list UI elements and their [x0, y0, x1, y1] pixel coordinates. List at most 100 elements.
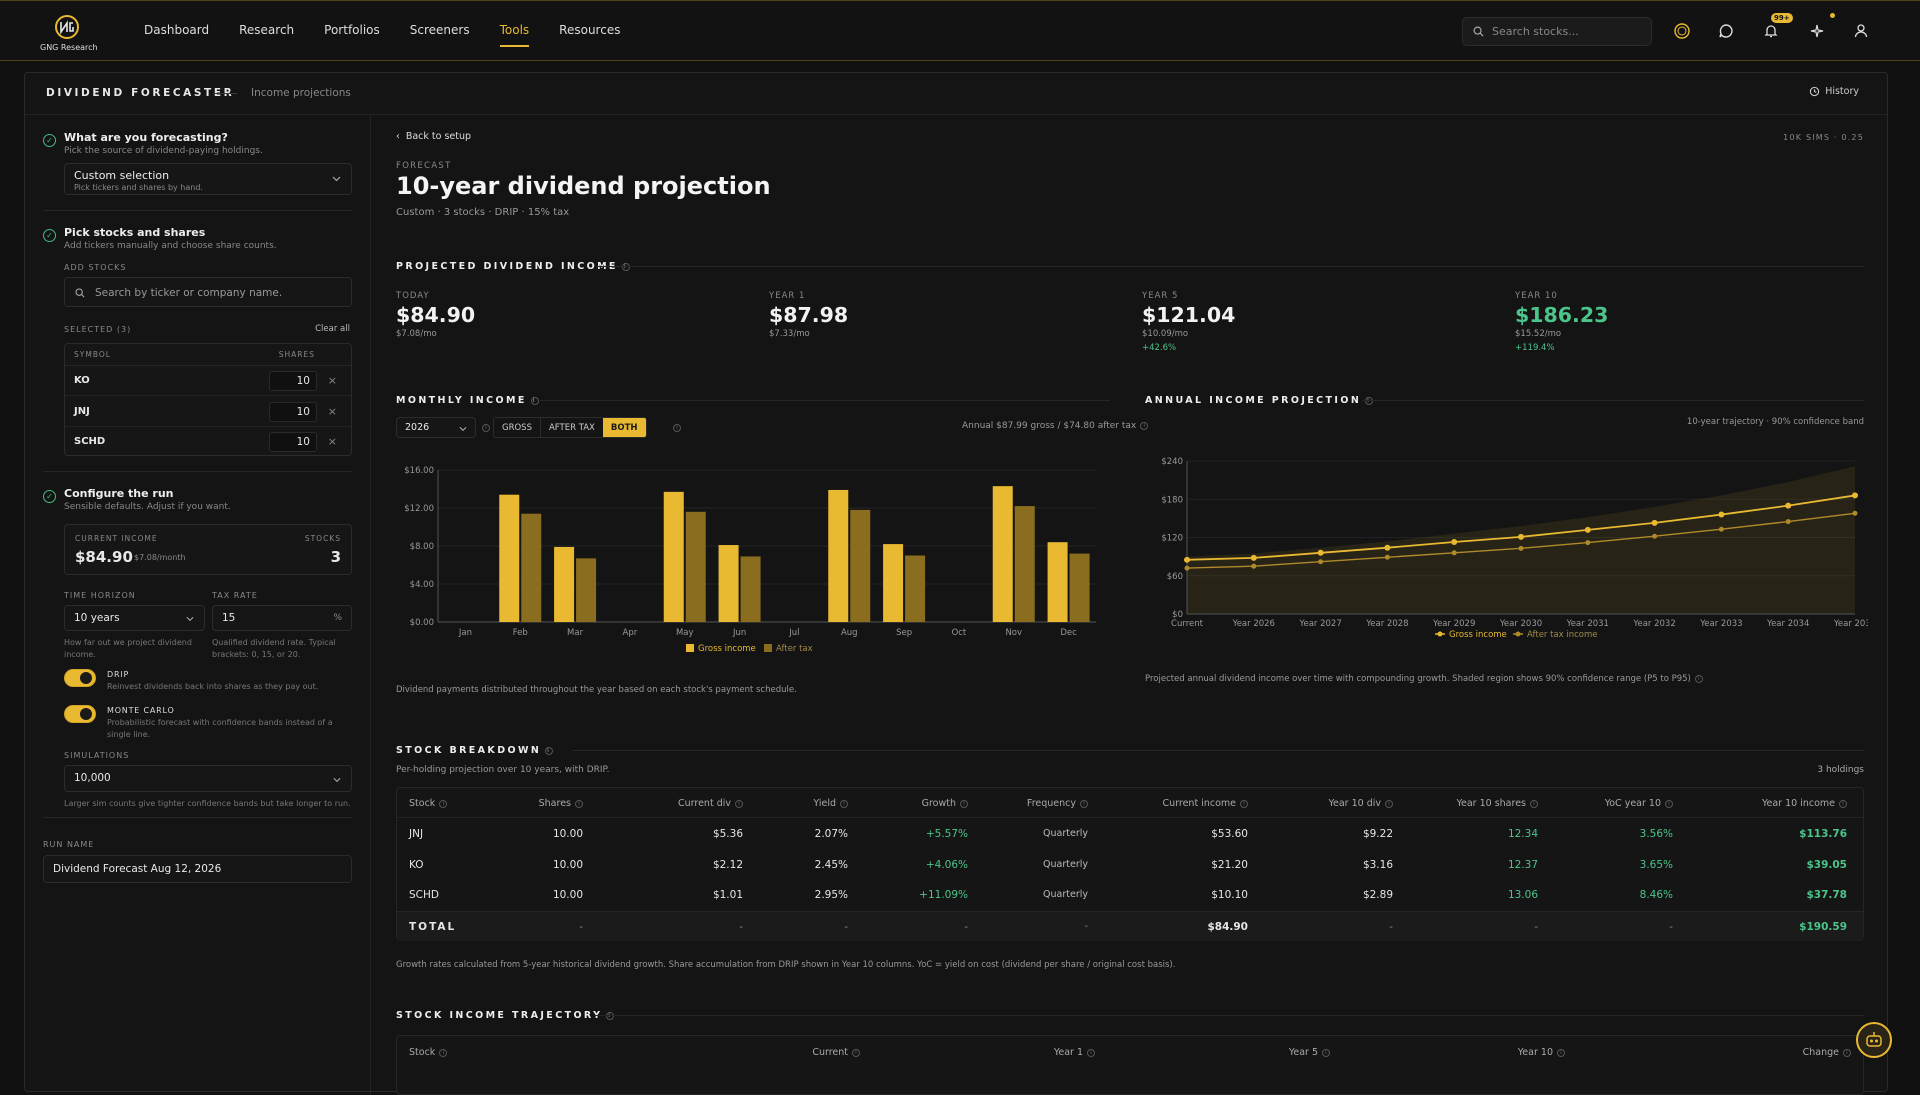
table-cell: - — [739, 920, 743, 933]
table-cell: 13.06 — [1507, 889, 1538, 901]
data-point — [1651, 519, 1658, 526]
after-tax-tab[interactable]: AFTER TAX — [539, 418, 603, 437]
shares-input[interactable]: 10 — [269, 402, 317, 422]
drip-toggle[interactable] — [64, 669, 96, 687]
table-cell: - — [1389, 920, 1393, 933]
table-cell: - — [844, 920, 848, 933]
column-header[interactable]: Year 10 shares i — [1456, 798, 1538, 809]
shares-input[interactable]: 10 — [269, 432, 317, 452]
table-cell: 12.37 — [1507, 858, 1538, 871]
source-select[interactable]: Custom selection Pick tickers and shares… — [64, 163, 352, 195]
bar-gross — [718, 545, 739, 622]
column-header[interactable]: Year 10 div i — [1328, 798, 1393, 809]
column-header[interactable]: Frequency i — [1027, 798, 1088, 809]
column-header[interactable]: Current i — [812, 1047, 860, 1058]
chat-icon[interactable] — [1717, 22, 1735, 40]
divider — [43, 210, 352, 211]
column-header[interactable]: Stock i — [409, 798, 448, 809]
column-header[interactable]: Yield i — [813, 798, 848, 809]
user-icon[interactable] — [1852, 22, 1870, 40]
time-horizon-select[interactable]: 10 years — [64, 605, 205, 631]
nav-research[interactable]: Research — [239, 23, 295, 37]
top-nav: GNG Research Dashboard Research Portfoli… — [0, 0, 1920, 61]
clear-all-button[interactable]: Clear all — [315, 324, 350, 334]
data-point — [1184, 565, 1190, 571]
data-point — [1250, 554, 1257, 561]
remove-icon[interactable]: × — [327, 405, 337, 418]
remove-icon[interactable]: × — [327, 435, 337, 448]
coin-icon[interactable] — [1673, 22, 1691, 40]
kpi-change: +119.4% — [1515, 343, 1555, 353]
chevron-left-icon: ‹ — [396, 131, 400, 142]
info-icon: i — [575, 799, 583, 808]
column-header[interactable]: Current div i — [678, 798, 743, 809]
column-header[interactable]: Year 10 income i — [1762, 798, 1847, 809]
nav-screeners[interactable]: Screeners — [409, 23, 470, 37]
history-button[interactable]: History — [1809, 86, 1859, 97]
step-subtitle: Sensible defaults. Adjust if you want. — [64, 502, 231, 512]
nav-portfolios[interactable]: Portfolios — [324, 23, 380, 37]
tax-rate-input[interactable]: 15 % — [212, 605, 352, 631]
divider — [596, 266, 1864, 267]
column-header[interactable]: Shares i — [539, 798, 583, 809]
table-cell: 10.00 — [552, 889, 583, 901]
monte-carlo-toggle[interactable] — [64, 705, 96, 723]
nav-tools[interactable]: Tools — [499, 23, 529, 47]
brand-logo[interactable]: GNG Research — [40, 13, 98, 52]
sparkle-icon[interactable] — [1808, 22, 1826, 40]
column-header[interactable]: Growth i — [922, 798, 968, 809]
gross-tab[interactable]: GROSS — [502, 423, 532, 433]
table-row[interactable]: KO 10.00 $2.12 2.45% +4.06% Quarterly $21.20 $3… — [397, 850, 1863, 880]
history-label: History — [1825, 86, 1859, 97]
stock-search-input[interactable]: Search stocks... — [1462, 17, 1652, 46]
table-cell: 8.46% — [1639, 889, 1673, 901]
table-row[interactable]: SCHD 10.00 $1.01 2.95% +11.09% Quarterly $10.1… — [397, 880, 1863, 910]
table-header: Stock i Shares i Current div i Yield i Growth i Fr… — [397, 788, 1863, 818]
column-header[interactable]: Year 10 i — [1518, 1047, 1565, 1058]
run-name-input[interactable]: Dividend Forecast Aug 12, 2026 — [43, 855, 352, 883]
info-icon: i — [1530, 799, 1538, 808]
table-cell: 12.34 — [1507, 828, 1538, 840]
stocks-count: 3 — [330, 548, 341, 566]
x-tick-label: Year 2035 — [1833, 619, 1868, 629]
nav-resources[interactable]: Resources — [559, 23, 621, 37]
monthly-income-title: MONTHLY INCOME i — [396, 395, 539, 406]
back-to-setup-button[interactable]: ‹ Back to setup — [396, 131, 471, 142]
column-header[interactable]: Change i — [1803, 1047, 1851, 1058]
info-icon: i — [1240, 799, 1248, 808]
column-header[interactable]: Stock i — [409, 1047, 448, 1058]
year-select[interactable]: 2026 — [396, 417, 476, 438]
data-point — [1184, 556, 1190, 563]
forecast-eyebrow: FORECAST — [396, 161, 452, 171]
data-point — [1852, 510, 1858, 516]
current-income-card: CURRENT INCOME $84.90 $7.08/month STOCKS… — [64, 524, 352, 575]
legend-label: Gross income — [1449, 630, 1507, 640]
history-icon — [1810, 86, 1820, 97]
kpi-label: YEAR 10 — [1515, 291, 1558, 301]
kpi-value: $84.90 — [396, 303, 476, 327]
table-row[interactable]: JNJ 10.00 $5.36 2.07% +5.57% Quarterly $53.60 $… — [397, 819, 1863, 849]
current-income-label: CURRENT INCOME — [75, 534, 158, 543]
simulations-select[interactable]: 10,000 — [64, 765, 352, 792]
year-value: 2026 — [405, 422, 430, 433]
time-horizon-help: How far out we project dividend income. — [64, 638, 192, 659]
assistant-bot-button[interactable] — [1856, 1022, 1892, 1058]
ticker-search-input[interactable]: Search by ticker or company name. — [64, 277, 352, 307]
info-icon: i — [1385, 799, 1393, 808]
remove-icon[interactable]: × — [327, 374, 337, 387]
step-configure: ✓ Configure the run Sensible defaults. A… — [43, 487, 231, 512]
both-tab[interactable]: BOTH — [602, 418, 646, 437]
nav-dashboard[interactable]: Dashboard — [144, 23, 210, 37]
bell-icon[interactable] — [1762, 22, 1780, 40]
shares-input[interactable]: 10 — [269, 371, 317, 391]
info-icon: i — [1140, 421, 1149, 430]
column-header[interactable]: YoC year 10 i — [1605, 798, 1673, 809]
info-icon: i — [530, 396, 539, 405]
panel-subtitle: Income projections — [251, 87, 351, 99]
x-tick-label: Oct — [952, 628, 967, 638]
column-header[interactable]: Current income i — [1163, 798, 1248, 809]
col-symbol: SYMBOL — [74, 350, 111, 359]
